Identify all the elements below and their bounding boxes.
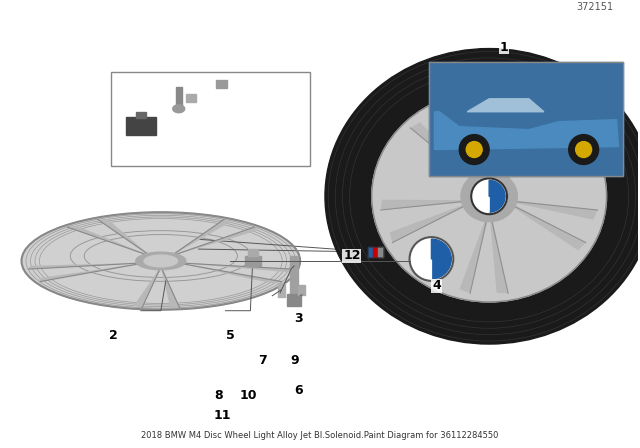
Bar xyxy=(290,256,298,301)
Circle shape xyxy=(569,134,598,164)
Wedge shape xyxy=(473,181,489,196)
Text: 11: 11 xyxy=(214,409,231,422)
Polygon shape xyxy=(98,219,151,257)
Text: 10: 10 xyxy=(239,389,257,402)
Bar xyxy=(368,247,383,257)
Polygon shape xyxy=(177,263,282,284)
Polygon shape xyxy=(435,112,618,150)
Polygon shape xyxy=(39,263,145,282)
Bar xyxy=(136,112,146,118)
Text: 4: 4 xyxy=(432,280,441,293)
Polygon shape xyxy=(134,267,162,307)
Circle shape xyxy=(410,237,453,281)
Bar xyxy=(126,117,156,134)
Ellipse shape xyxy=(325,48,640,344)
Polygon shape xyxy=(441,105,481,187)
Text: 1: 1 xyxy=(500,41,508,54)
Bar xyxy=(429,62,623,177)
Text: 9: 9 xyxy=(291,354,300,367)
Bar xyxy=(176,87,182,109)
Bar xyxy=(298,285,305,295)
Ellipse shape xyxy=(144,255,177,267)
Bar xyxy=(248,249,259,256)
Circle shape xyxy=(471,178,507,214)
Bar xyxy=(429,62,623,177)
Ellipse shape xyxy=(475,184,503,209)
Polygon shape xyxy=(467,99,544,112)
Wedge shape xyxy=(489,181,505,196)
Bar xyxy=(245,256,261,266)
Text: 7: 7 xyxy=(258,354,267,367)
Wedge shape xyxy=(431,259,451,279)
Bar xyxy=(111,72,310,167)
Polygon shape xyxy=(390,200,476,242)
Text: 372151: 372151 xyxy=(577,2,614,12)
Polygon shape xyxy=(497,108,546,186)
Circle shape xyxy=(467,142,482,158)
Text: 5: 5 xyxy=(226,329,235,342)
Ellipse shape xyxy=(136,252,186,270)
Polygon shape xyxy=(170,220,230,256)
Ellipse shape xyxy=(173,105,185,113)
Bar xyxy=(287,294,301,306)
Text: 3: 3 xyxy=(294,312,303,325)
Bar xyxy=(378,247,383,257)
Bar xyxy=(372,247,378,257)
Wedge shape xyxy=(473,196,489,212)
Wedge shape xyxy=(489,196,505,212)
Polygon shape xyxy=(410,122,481,187)
Bar xyxy=(216,80,227,88)
Ellipse shape xyxy=(22,212,300,310)
Text: 8: 8 xyxy=(214,389,223,402)
Polygon shape xyxy=(497,128,574,186)
Polygon shape xyxy=(170,227,259,256)
Polygon shape xyxy=(502,199,586,250)
Text: 12: 12 xyxy=(343,250,360,263)
Wedge shape xyxy=(412,239,431,259)
Wedge shape xyxy=(412,259,431,279)
Polygon shape xyxy=(68,226,151,257)
Polygon shape xyxy=(177,263,293,272)
Text: 6: 6 xyxy=(294,384,303,397)
Bar xyxy=(278,283,285,297)
Ellipse shape xyxy=(372,90,607,302)
Polygon shape xyxy=(381,200,476,210)
Polygon shape xyxy=(460,209,490,293)
Polygon shape xyxy=(29,263,145,269)
Ellipse shape xyxy=(461,171,517,222)
Circle shape xyxy=(576,142,591,158)
Circle shape xyxy=(460,134,489,164)
Bar xyxy=(368,247,372,257)
Wedge shape xyxy=(431,239,451,259)
Polygon shape xyxy=(489,209,508,293)
Polygon shape xyxy=(161,267,179,307)
Polygon shape xyxy=(502,199,598,220)
Bar xyxy=(186,94,196,102)
Text: 2018 BMW M4 Disc Wheel Light Alloy Jet Bl.Solenoid.Paint Diagram for 36112284550: 2018 BMW M4 Disc Wheel Light Alloy Jet B… xyxy=(141,431,499,439)
Text: 2: 2 xyxy=(109,329,118,342)
